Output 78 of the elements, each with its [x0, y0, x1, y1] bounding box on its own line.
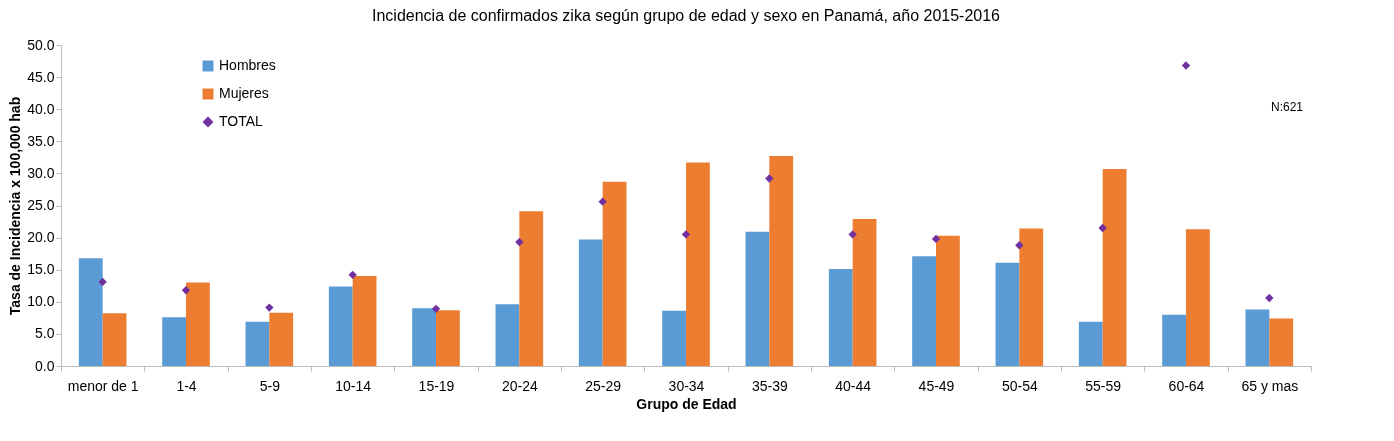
point — [265, 303, 274, 312]
bar — [412, 308, 436, 366]
y-tick-label: 10.0 — [27, 293, 55, 310]
bar — [602, 181, 627, 366]
legend-label: Mujeres — [219, 85, 269, 101]
legend-label: Hombres — [219, 57, 276, 73]
point — [765, 174, 774, 183]
x-tick-label: 35-39 — [751, 377, 788, 394]
x-tick-label: 30-34 — [668, 377, 705, 394]
y-tick-label: 15.0 — [27, 261, 55, 278]
bar — [519, 211, 544, 366]
point — [98, 277, 107, 287]
bar — [686, 162, 710, 366]
y-tick-label: 35.0 — [27, 132, 55, 149]
point — [848, 230, 857, 239]
x-tick-label: 25-29 — [585, 377, 622, 394]
bar — [828, 269, 853, 366]
x-tick-label: 55-59 — [1085, 377, 1122, 394]
point — [1015, 241, 1024, 250]
bar — [578, 239, 603, 366]
bar — [352, 276, 377, 366]
bar — [662, 310, 686, 366]
x-tick-label: 20-24 — [501, 377, 538, 394]
bar — [102, 313, 127, 366]
bar — [436, 310, 460, 366]
bar — [1019, 228, 1044, 366]
point — [1181, 61, 1191, 70]
point — [598, 197, 607, 206]
x-tick-label: 1-4 — [176, 377, 197, 394]
x-tick-label: 10-14 — [335, 377, 372, 394]
bar — [328, 286, 353, 366]
bar — [78, 258, 103, 366]
chart-title: Incidencia de confirmados zika según grupo de edad y sexo en Panamá, año 2015-2016 — [372, 7, 1001, 24]
x-tick-label: 65 y mas — [1241, 377, 1299, 394]
x-tick-label: 5-9 — [259, 377, 281, 394]
bar — [1078, 321, 1103, 366]
bar — [1162, 314, 1186, 366]
bar — [1102, 168, 1127, 366]
bar — [995, 262, 1020, 366]
y-tick-label: 20.0 — [27, 229, 55, 246]
bar — [769, 156, 794, 366]
x-tick-label: 45-49 — [918, 377, 955, 394]
x-tick-label: 60-64 — [1168, 377, 1205, 394]
y-tick-label: 0.0 — [35, 357, 55, 374]
bar — [852, 218, 877, 366]
bar — [186, 282, 210, 366]
x-tick-label: menor de 1 — [67, 377, 139, 394]
bar — [162, 317, 186, 366]
x-tick-label: 50-54 — [1001, 377, 1038, 394]
x-axis-title: Grupo de Edad — [636, 395, 737, 412]
y-axis-title: Tasa de Incidencia x 100,000 hab — [7, 96, 24, 316]
y-tick-label: 40.0 — [27, 100, 55, 117]
y-tick-label: 50.0 — [27, 36, 55, 53]
bar — [495, 304, 520, 366]
y-tick-label: 25.0 — [27, 197, 55, 213]
legend-label: TOTAL — [219, 113, 264, 129]
bar — [936, 235, 960, 366]
x-tick-label: 15-19 — [418, 377, 455, 394]
point — [181, 286, 191, 295]
bar — [269, 312, 294, 366]
point — [515, 237, 524, 247]
y-tick-label: 5.0 — [35, 325, 55, 342]
bar — [1269, 318, 1294, 366]
bar — [1245, 309, 1270, 366]
point — [681, 230, 691, 239]
point — [348, 270, 357, 280]
point — [1098, 223, 1107, 233]
bar — [1186, 229, 1210, 366]
point — [1265, 293, 1274, 303]
bar — [745, 231, 770, 366]
point — [431, 304, 441, 314]
x-tick-label: 40-44 — [835, 377, 872, 394]
y-tick-label: 30.0 — [27, 164, 55, 181]
y-tick-label: 45.0 — [27, 68, 55, 85]
bar — [245, 321, 270, 366]
point — [931, 234, 941, 244]
annotation: N:621 — [1270, 100, 1304, 114]
bar — [912, 256, 936, 366]
